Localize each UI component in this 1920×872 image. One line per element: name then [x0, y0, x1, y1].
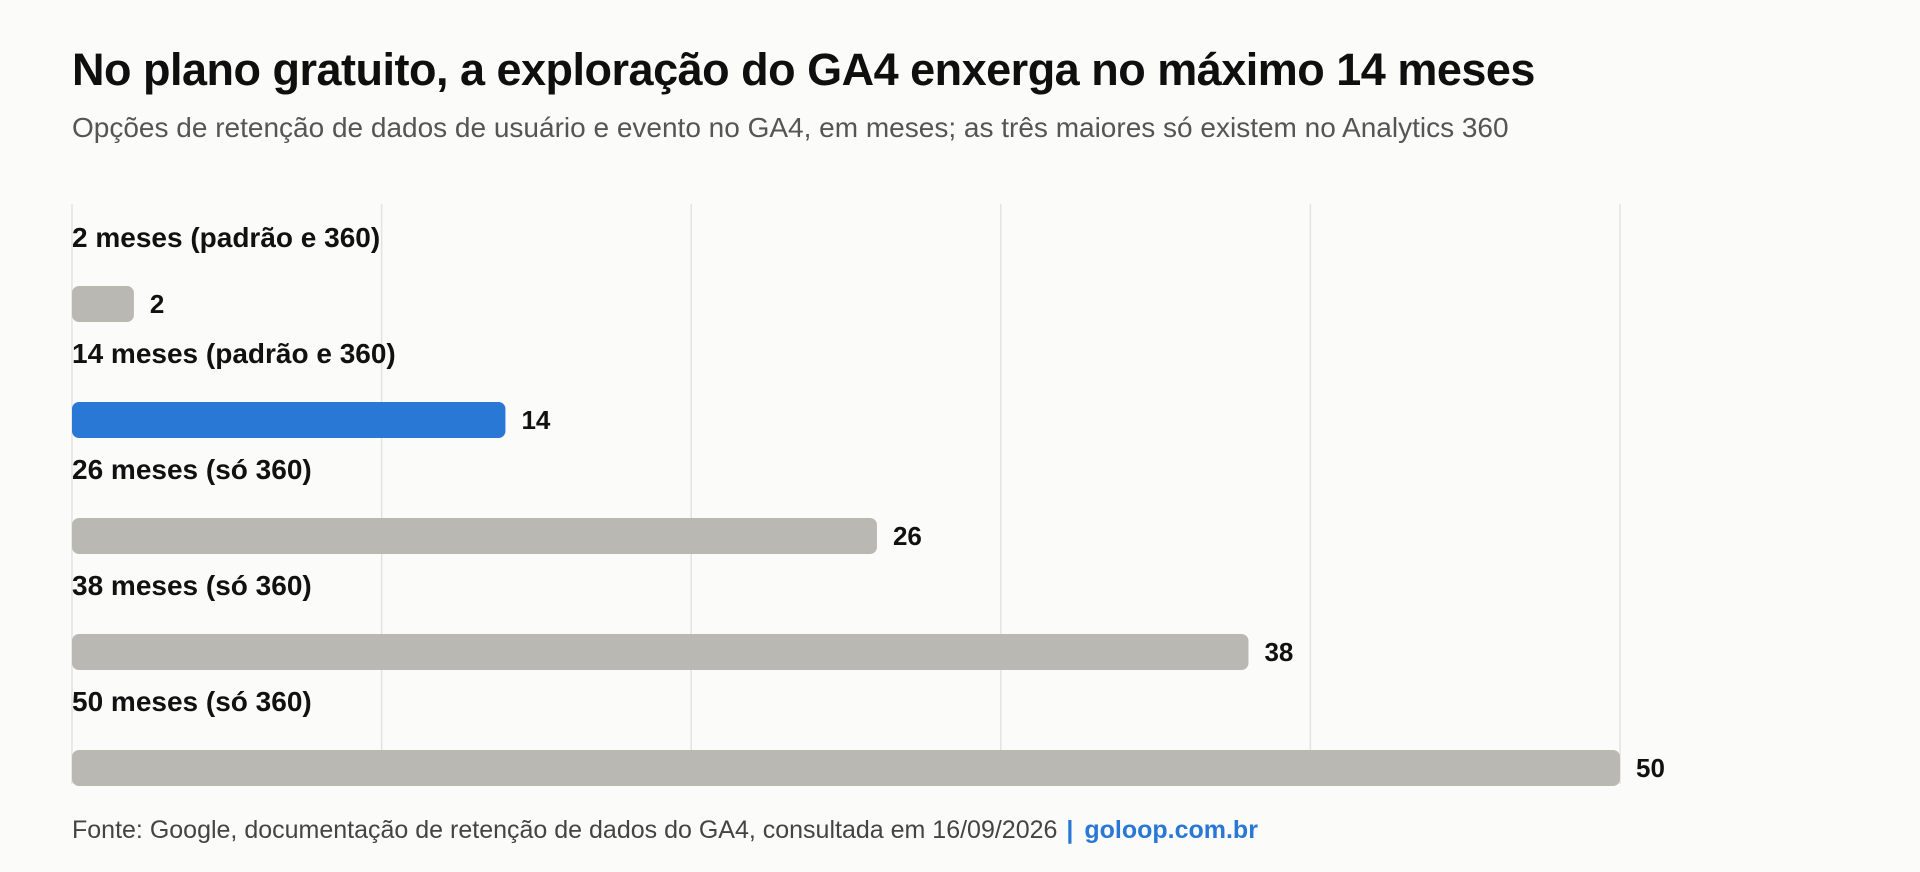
category-label: 2 meses (padrão e 360) [72, 222, 380, 253]
bar [72, 402, 506, 438]
category-label: 26 meses (só 360) [72, 454, 312, 485]
source-note: Fonte: Google, documentação de retenção … [72, 816, 1058, 844]
value-label: 14 [521, 405, 550, 435]
bars: 2 meses (padrão e 360) 2 14 meses (padrão … [72, 222, 1665, 786]
bar [72, 750, 1620, 786]
bar-row: 38 meses (só 360) 38 [72, 570, 1293, 670]
footer-separator: | [1066, 816, 1074, 844]
value-label: 50 [1636, 753, 1665, 783]
bar [72, 286, 134, 322]
chart-subtitle: Opções de retenção de dados de usuário e… [72, 112, 1509, 143]
bar-row: 14 meses (padrão e 360) 14 [72, 338, 551, 438]
category-label: 38 meses (só 360) [72, 570, 312, 601]
brand-link[interactable]: goloop.com.br [1084, 816, 1258, 844]
value-label: 2 [150, 289, 164, 319]
bar-chart: 2 meses (padrão e 360) 2 14 meses (padrão … [71, 204, 1665, 786]
value-label: 26 [893, 521, 922, 551]
chart-title: No plano gratuito, a exploração do GA4 e… [72, 44, 1535, 95]
bar [72, 518, 877, 554]
bar [72, 634, 1249, 670]
category-label: 14 meses (padrão e 360) [72, 338, 396, 369]
bar-row: 2 meses (padrão e 360) 2 [72, 222, 380, 322]
bar-row: 26 meses (só 360) 26 [72, 454, 922, 554]
category-label: 50 meses (só 360) [72, 686, 312, 717]
footer: Fonte: Google, documentação de retenção … [72, 816, 1258, 845]
value-label: 38 [1264, 637, 1293, 667]
bar-row: 50 meses (só 360) 50 [72, 686, 1665, 786]
